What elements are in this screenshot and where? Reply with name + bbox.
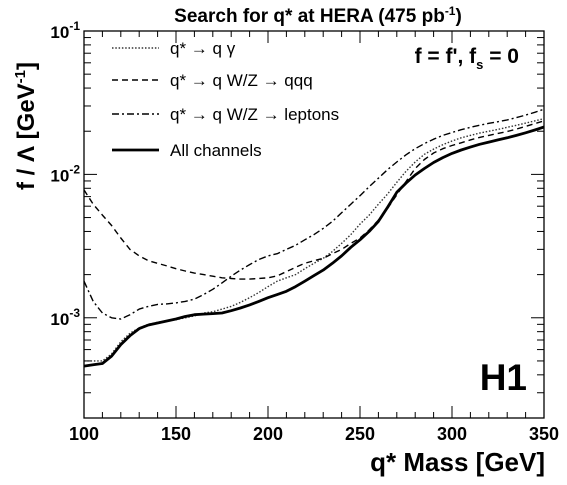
x-tick-label: 250 [345, 424, 375, 444]
annotation-subscript: s [476, 57, 483, 72]
axis-ticks [83, 30, 545, 419]
legend-label-3: q* → q W/Z → leptons [170, 105, 339, 124]
annotation-part2: = 0 [483, 45, 519, 68]
series-layer [83, 108, 545, 368]
y-tick-label: 10-2 [50, 162, 80, 185]
coupling-annotation: f = f', fs = 0 [415, 45, 519, 72]
y-tick-label-exponent: -3 [69, 306, 80, 320]
y-tick-label-exponent: -1 [69, 19, 80, 33]
y-axis-label-main: f / Λ [GeV [13, 83, 40, 190]
chart-title-main: Search for q* at HERA (475 pb [174, 6, 445, 27]
x-tick-labels: 100 150 200 250 300 350 [69, 424, 559, 444]
legend: q* → q γ q* → q W/Z → qqq q* → q W/Z → lep… [112, 39, 339, 160]
x-tick-label: 200 [253, 424, 283, 444]
y-tick-label-exponent: -2 [69, 162, 80, 176]
experiment-label: H1 [480, 357, 527, 398]
x-tick-label: 300 [437, 424, 467, 444]
series-line-1 [84, 117, 545, 362]
y-axis-label: f / Λ [GeV-1] [12, 62, 40, 190]
annotation-part1: f = f', f [415, 45, 478, 68]
y-axis-label-end: ] [13, 62, 40, 70]
plot-frame [83, 30, 545, 419]
chart-title: Search for q* at HERA (475 pb-1) [174, 4, 462, 27]
chart-title-sup: -1 [445, 4, 456, 18]
y-tick-label: 10-3 [50, 306, 80, 329]
legend-label-1: q* → q γ [170, 39, 236, 58]
x-axis-label: q* Mass [GeV] [370, 447, 545, 477]
y-tick-label-base: 10 [50, 166, 69, 185]
y-tick-labels: 10-310-210-1 [50, 19, 80, 329]
x-tick-label: 150 [161, 424, 191, 444]
y-tick-label-base: 10 [50, 310, 69, 329]
legend-label-2: q* → q W/Z → qqq [170, 71, 313, 90]
x-tick-label: 100 [69, 424, 99, 444]
y-tick-label: 10-1 [50, 19, 80, 42]
y-tick-label-base: 10 [50, 23, 69, 42]
x-tick-label: 350 [529, 424, 559, 444]
chart-title-end: ) [455, 6, 461, 27]
series-line-4 [83, 125, 545, 368]
legend-label-4: All channels [170, 141, 262, 160]
y-axis-label-sup: -1 [12, 70, 29, 83]
series-line-3 [83, 108, 545, 320]
